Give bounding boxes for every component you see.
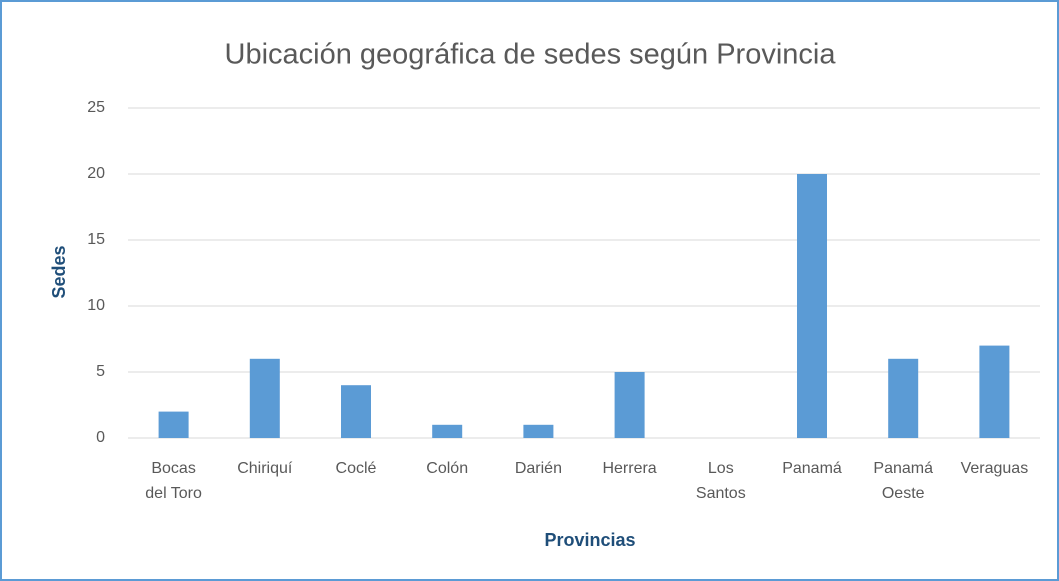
x-tick-label: Chiriquí	[237, 460, 293, 477]
x-tick-label: Coclé	[336, 460, 377, 477]
chart-title: Ubicación geográfica de sedes según Prov…	[225, 39, 837, 71]
x-tick-label: Darién	[515, 460, 562, 477]
x-tick-label: Veraguas	[961, 460, 1029, 477]
y-tick-label: 0	[96, 429, 105, 446]
bar	[432, 424, 463, 438]
bar	[797, 174, 827, 438]
x-tick-label: Panamá Oeste	[873, 460, 933, 502]
y-tick-label: 25	[87, 99, 105, 116]
bar	[979, 345, 1010, 438]
bar	[523, 424, 554, 438]
bar	[249, 358, 280, 438]
y-tick-label: 15	[87, 231, 105, 248]
x-tick-label: Panamá	[782, 460, 842, 477]
x-tick-label: Los Santos	[696, 460, 746, 502]
y-axis-label: Sedes	[49, 245, 69, 298]
bar	[614, 372, 645, 438]
bar	[158, 411, 189, 438]
x-axis-label: Provincias	[544, 530, 635, 550]
bar	[888, 358, 919, 438]
x-tick-label: Herrera	[602, 460, 656, 477]
x-tick-label: Colón	[426, 460, 468, 477]
y-tick-label: 20	[87, 165, 105, 182]
y-tick-label: 10	[87, 297, 105, 314]
x-tick-label: Bocas del Toro	[145, 460, 202, 502]
bar	[341, 385, 371, 438]
y-tick-label: 5	[96, 363, 105, 380]
